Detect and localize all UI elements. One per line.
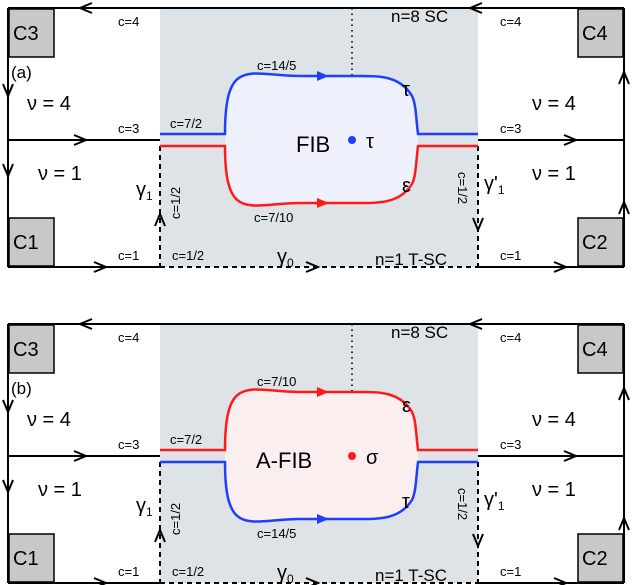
corner-label-tr: C4: [582, 339, 608, 361]
c-bot-inner: c=1/2: [172, 564, 204, 579]
island-fill: [225, 389, 418, 522]
c-top-left: c=4: [118, 330, 139, 345]
c-bot-right: c=1: [500, 564, 521, 579]
nu-lower-left: ν = 1: [38, 479, 82, 501]
core-dot: [348, 136, 356, 144]
gamma-right: γ'1: [484, 173, 505, 197]
upper-arc-arrow: [317, 71, 329, 81]
upper-anyon: τ: [402, 79, 410, 101]
nu-lower-right: ν = 1: [532, 479, 576, 501]
lower-arc-arrow: [317, 514, 329, 524]
top-sc-label: n=8 SC: [391, 7, 448, 26]
nu-lower-left: ν = 1: [38, 163, 82, 185]
c-vert-right: c=1/2: [455, 172, 470, 204]
c-upper-arc: c=7/10: [257, 374, 296, 389]
lower-anyon: ε: [402, 175, 411, 197]
corner-label-br: C2: [582, 232, 608, 254]
corner-label-tl: C3: [13, 339, 39, 361]
bottom-sc-label: n=1 T-SC: [375, 566, 447, 585]
c-top-left: c=4: [118, 14, 139, 29]
c-bot-left: c=1: [118, 248, 139, 263]
nu-upper-right: ν = 4: [532, 93, 576, 115]
nu-upper-right: ν = 4: [532, 409, 576, 431]
corner-label-bl: C1: [13, 548, 39, 570]
island-fill: [225, 73, 418, 206]
lower-arc-arrow: [317, 198, 329, 208]
c-bot-left: c=1: [118, 564, 139, 579]
core-dot: [348, 452, 356, 460]
core-label: τ: [366, 131, 374, 153]
panel-tag: (b): [11, 379, 32, 398]
c-top-right: c=4: [500, 330, 521, 345]
upper-anyon: ε: [402, 395, 411, 417]
c-vert-left: c=1/2: [168, 187, 183, 219]
gamma-bottom: γ0: [277, 562, 294, 585]
lower-arc: [160, 460, 478, 523]
c-lower-arc: c=14/5: [257, 526, 296, 541]
c-top-right: c=4: [500, 14, 521, 29]
corner-label-tl: C3: [13, 23, 39, 45]
island-label: A-FIB: [256, 448, 312, 473]
c-mid-left: c=3: [118, 121, 139, 136]
core-label: σ: [366, 447, 379, 469]
nu-upper-left: ν = 4: [27, 93, 71, 115]
lower-anyon: τ: [402, 491, 410, 513]
corner-label-bl: C1: [13, 232, 39, 254]
island-label: FIB: [296, 132, 330, 157]
nu-upper-left: ν = 4: [27, 409, 71, 431]
corner-label-br: C2: [582, 548, 608, 570]
c-mid-right: c=3: [500, 437, 521, 452]
gamma-left: γ1: [136, 495, 153, 519]
upper-arc-arrow: [317, 387, 329, 397]
panel-b: n=8 SC n=1 T-SC C3 C4 C1 C2 (b) ν = 4 ν …: [2, 318, 630, 585]
upper-arc: [160, 72, 478, 136]
c-vert-right: c=1/2: [455, 488, 470, 520]
c-bot-inner: c=1/2: [172, 248, 204, 263]
nu-lower-right: ν = 1: [532, 163, 576, 185]
bottom-sc-label: n=1 T-SC: [375, 250, 447, 269]
c-mid-right: c=3: [500, 121, 521, 136]
c-neck: c=7/2: [170, 432, 202, 447]
gamma-bottom: γ0: [277, 246, 294, 270]
lower-arc: [160, 144, 478, 207]
upper-arc: [160, 388, 478, 452]
panel-tag: (a): [11, 63, 32, 82]
panel-a: n=8 SC n=1 T-SC C3 C4 C1 C2 (a) ν = 4 ν …: [2, 2, 630, 273]
c-vert-left: c=1/2: [168, 503, 183, 535]
c-bot-right: c=1: [500, 248, 521, 263]
corner-label-tr: C4: [582, 23, 608, 45]
top-sc-label: n=8 SC: [391, 323, 448, 342]
c-lower-arc: c=7/10: [254, 210, 293, 225]
c-mid-left: c=3: [118, 437, 139, 452]
c-neck: c=7/2: [170, 116, 202, 131]
gamma-right: γ'1: [484, 489, 505, 513]
gamma-left: γ1: [136, 179, 153, 203]
c-upper-arc: c=14/5: [257, 58, 296, 73]
